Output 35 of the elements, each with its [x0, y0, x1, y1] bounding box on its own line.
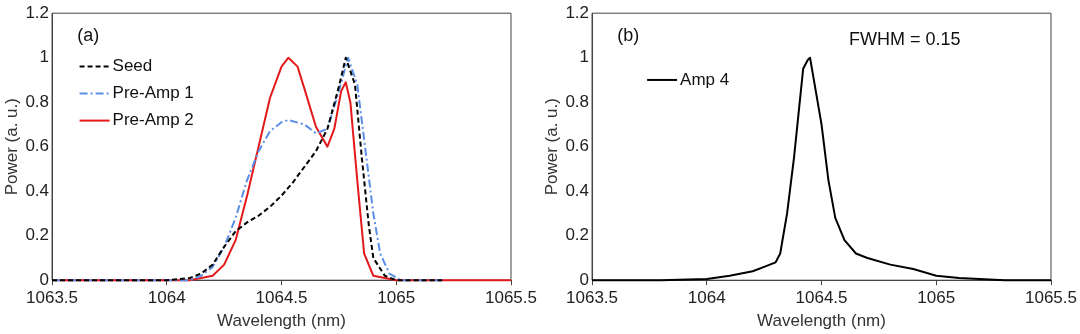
x-tick-label: 1064	[687, 288, 726, 308]
x-tick-label: 1065.5	[1025, 288, 1077, 308]
y-tick-label: 0.4	[565, 180, 590, 200]
y-tick-label: 0.4	[25, 180, 50, 200]
x-axis-title: Wavelength (nm)	[757, 311, 886, 331]
x-tick-label: 1065	[917, 288, 956, 308]
y-tick-label: 0	[579, 269, 590, 289]
x-tick-label: 1063.5	[566, 288, 619, 308]
annotation: FWHM = 0.15	[849, 28, 961, 49]
y-tick-label: 0.2	[565, 225, 590, 245]
annotation: (b)	[617, 24, 640, 45]
legend-label: Pre-Amp 2	[112, 110, 194, 130]
x-tick-label: 1064.5	[255, 288, 308, 308]
legend-label: Pre-Amp 1	[112, 83, 194, 103]
y-tick-label: 0	[39, 269, 50, 289]
legend-label: Seed	[112, 56, 153, 76]
y-tick-label: 0.8	[565, 91, 590, 111]
legend-label: Amp 4	[680, 69, 730, 89]
x-axis-title: Wavelength (nm)	[217, 311, 346, 331]
x-tick-label: 1063.5	[26, 288, 79, 308]
x-tick-label: 1065.5	[485, 288, 537, 308]
annotation: (a)	[77, 24, 100, 45]
y-tick-label: 0.6	[25, 136, 50, 156]
y-axis-title: Power (a. u.)	[541, 98, 561, 196]
x-tick-label: 1064.5	[795, 288, 848, 308]
y-axis-title: Power (a. u.)	[1, 98, 21, 196]
x-tick-label: 1065	[377, 288, 416, 308]
y-tick-label: 1.2	[25, 2, 50, 22]
x-tick-label: 1064	[147, 288, 186, 308]
y-tick-label: 1	[39, 47, 50, 67]
y-tick-label: 0.2	[25, 225, 50, 245]
y-tick-label: 0.8	[25, 91, 50, 111]
y-tick-label: 1	[579, 47, 590, 67]
y-tick-label: 1.2	[565, 2, 590, 22]
y-tick-label: 0.6	[565, 136, 590, 156]
